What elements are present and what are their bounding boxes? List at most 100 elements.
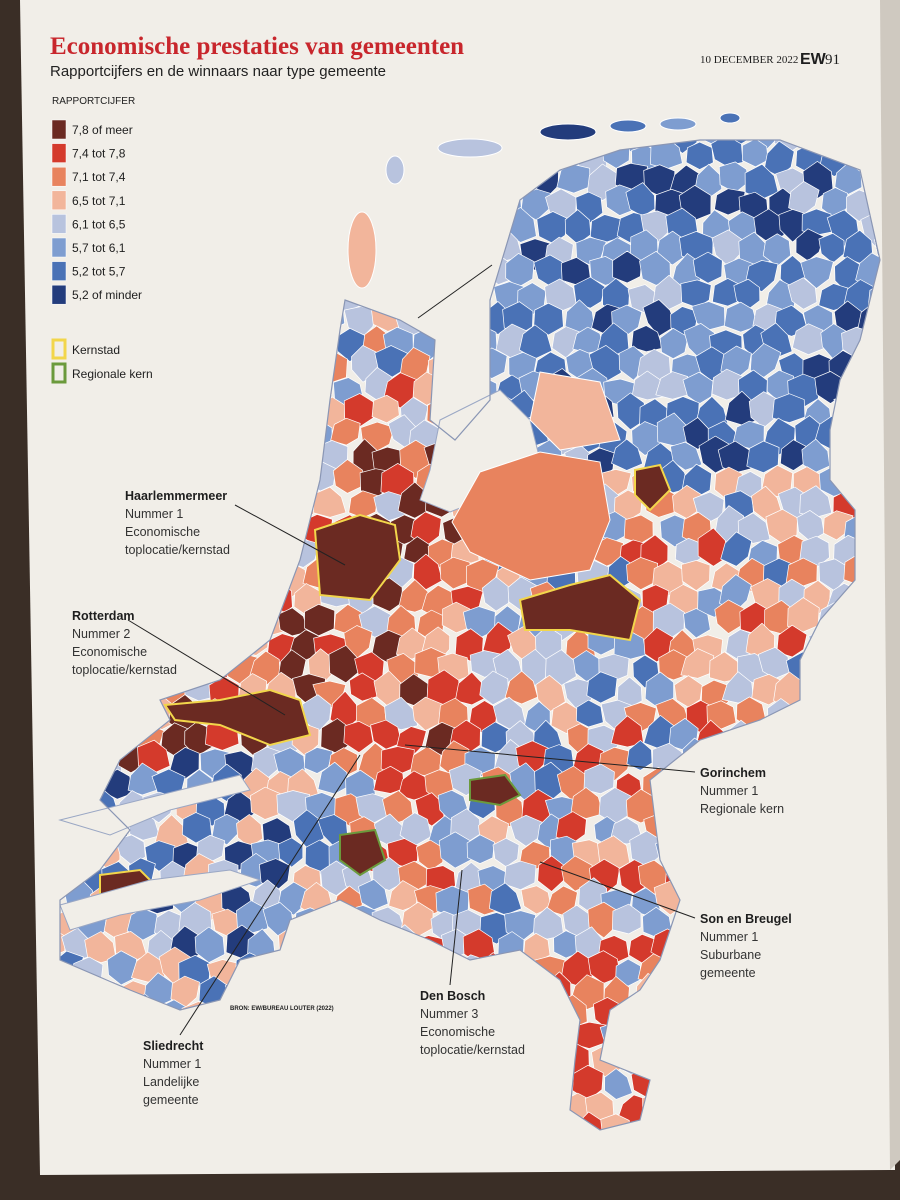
municipality: [583, 763, 615, 795]
annotation-line: Regionale kern: [700, 802, 784, 816]
magazine: EW: [800, 51, 827, 68]
leader-line: [404, 744, 696, 773]
island: [539, 123, 597, 141]
legend-swatch: [51, 214, 67, 234]
annotation-line: Economische: [72, 645, 147, 659]
legend-label: 5,2 tot 5,7: [72, 265, 126, 279]
municipality: [611, 903, 642, 935]
municipality-highlight: [313, 513, 402, 602]
municipality: [349, 672, 378, 702]
municipality: [439, 556, 471, 590]
annotation-line: toplocatie/kernstad: [125, 543, 230, 557]
municipality: [787, 277, 818, 310]
title: Economische prestaties van gemeenten: [50, 33, 464, 60]
leader-line: [179, 754, 361, 1036]
annotation-name: Son en Breugel: [700, 912, 792, 926]
legend-label: 7,8 of meer: [72, 123, 133, 137]
legend-outline-swatch: [51, 338, 67, 360]
municipality: [127, 762, 159, 796]
legend-label: Regionale kern: [72, 367, 153, 381]
legend-title: RAPPORTCIJFER: [52, 96, 135, 107]
polders: [451, 371, 621, 581]
municipality: [182, 812, 213, 844]
annotation-line: gemeente: [700, 966, 756, 980]
legend-label: Kernstad: [72, 343, 120, 357]
municipality: [669, 441, 703, 471]
leader-line: [539, 861, 696, 919]
municipality: [631, 325, 664, 353]
island: [385, 155, 405, 185]
municipality: [720, 531, 753, 567]
municipality: [626, 557, 659, 591]
legend-swatch: [51, 261, 67, 281]
municipality-highlight: [634, 463, 672, 512]
municipality: [479, 670, 509, 706]
municipality: [466, 834, 495, 864]
municipality: [211, 813, 240, 846]
municipality: [723, 301, 758, 333]
annotation-line: Economische: [125, 525, 200, 539]
annotations: Haarlemmermeer Nummer 1 Economische toploca…: [72, 489, 792, 1107]
island: [437, 138, 503, 158]
source: BRON: EW/BUREAU LOUTER (2022): [230, 1006, 334, 1012]
annotation-name: Gorinchem: [700, 766, 766, 780]
legend-label: 7,4 tot 7,8: [72, 147, 126, 161]
municipality: [441, 601, 474, 634]
municipality: [398, 579, 429, 613]
municipality: [332, 459, 363, 494]
municipality: [520, 885, 552, 915]
noordoostpolder: [529, 371, 621, 451]
municipality: [330, 417, 361, 446]
municipality: [504, 670, 539, 705]
annotation-line: Nummer 1: [700, 930, 758, 944]
municipality: [776, 624, 808, 658]
legend-swatch: [51, 284, 67, 305]
municipality: [680, 648, 715, 679]
annotation-name: Den Bosch: [420, 989, 485, 1003]
municipality: [616, 392, 647, 431]
legend-swatch: [51, 166, 67, 187]
date: 10 DECEMBER 2022: [700, 54, 798, 66]
municipality: [358, 605, 392, 638]
legend-label: 7,1 tot 7,4: [72, 170, 126, 184]
page-number: 91: [825, 52, 840, 68]
municipality: [746, 440, 780, 474]
country-outline: [59, 139, 881, 1131]
legend-label: 6,1 tot 6,5: [72, 217, 126, 231]
annotation-name: Rotterdam: [72, 609, 135, 623]
municipality: [750, 343, 782, 378]
municipality: [714, 599, 745, 634]
municipality: [874, 228, 880, 265]
wadden-islands: [347, 112, 741, 289]
legend: RAPPORTCIJFER 7,8 of meer 7,4 tot 7,8 7,1 …: [51, 96, 153, 384]
subtitle: Rapportcijfers en de winnaars naar type …: [50, 63, 386, 80]
flevoland: [451, 451, 611, 581]
municipality: [751, 485, 783, 521]
municipality: [278, 837, 304, 868]
municipality: [303, 747, 334, 774]
municipality: [533, 302, 564, 336]
legend-swatch: [51, 190, 67, 211]
annotation-line: toplocatie/kernstad: [72, 663, 177, 677]
municipality: [604, 1068, 633, 1100]
municipality: [711, 368, 743, 401]
municipality: [84, 931, 117, 964]
municipality: [791, 323, 826, 356]
legend-label: 5,2 of minder: [72, 288, 142, 302]
municipality: [371, 394, 400, 424]
annotation-line: Nummer 1: [700, 784, 758, 798]
municipality: [643, 627, 674, 663]
leader-line: [127, 619, 286, 716]
municipality: [533, 906, 565, 940]
annotation-line: Nummer 2: [72, 627, 130, 641]
island: [347, 211, 377, 289]
leader-line: [234, 504, 346, 566]
island: [609, 119, 647, 133]
annotation-line: Nummer 3: [420, 1007, 478, 1021]
municipality: [388, 880, 419, 911]
municipality: [772, 393, 806, 423]
municipality: [570, 787, 604, 819]
oosterschelde: [58, 774, 251, 836]
municipality-highlight: [163, 688, 312, 747]
municipality: [610, 715, 644, 748]
